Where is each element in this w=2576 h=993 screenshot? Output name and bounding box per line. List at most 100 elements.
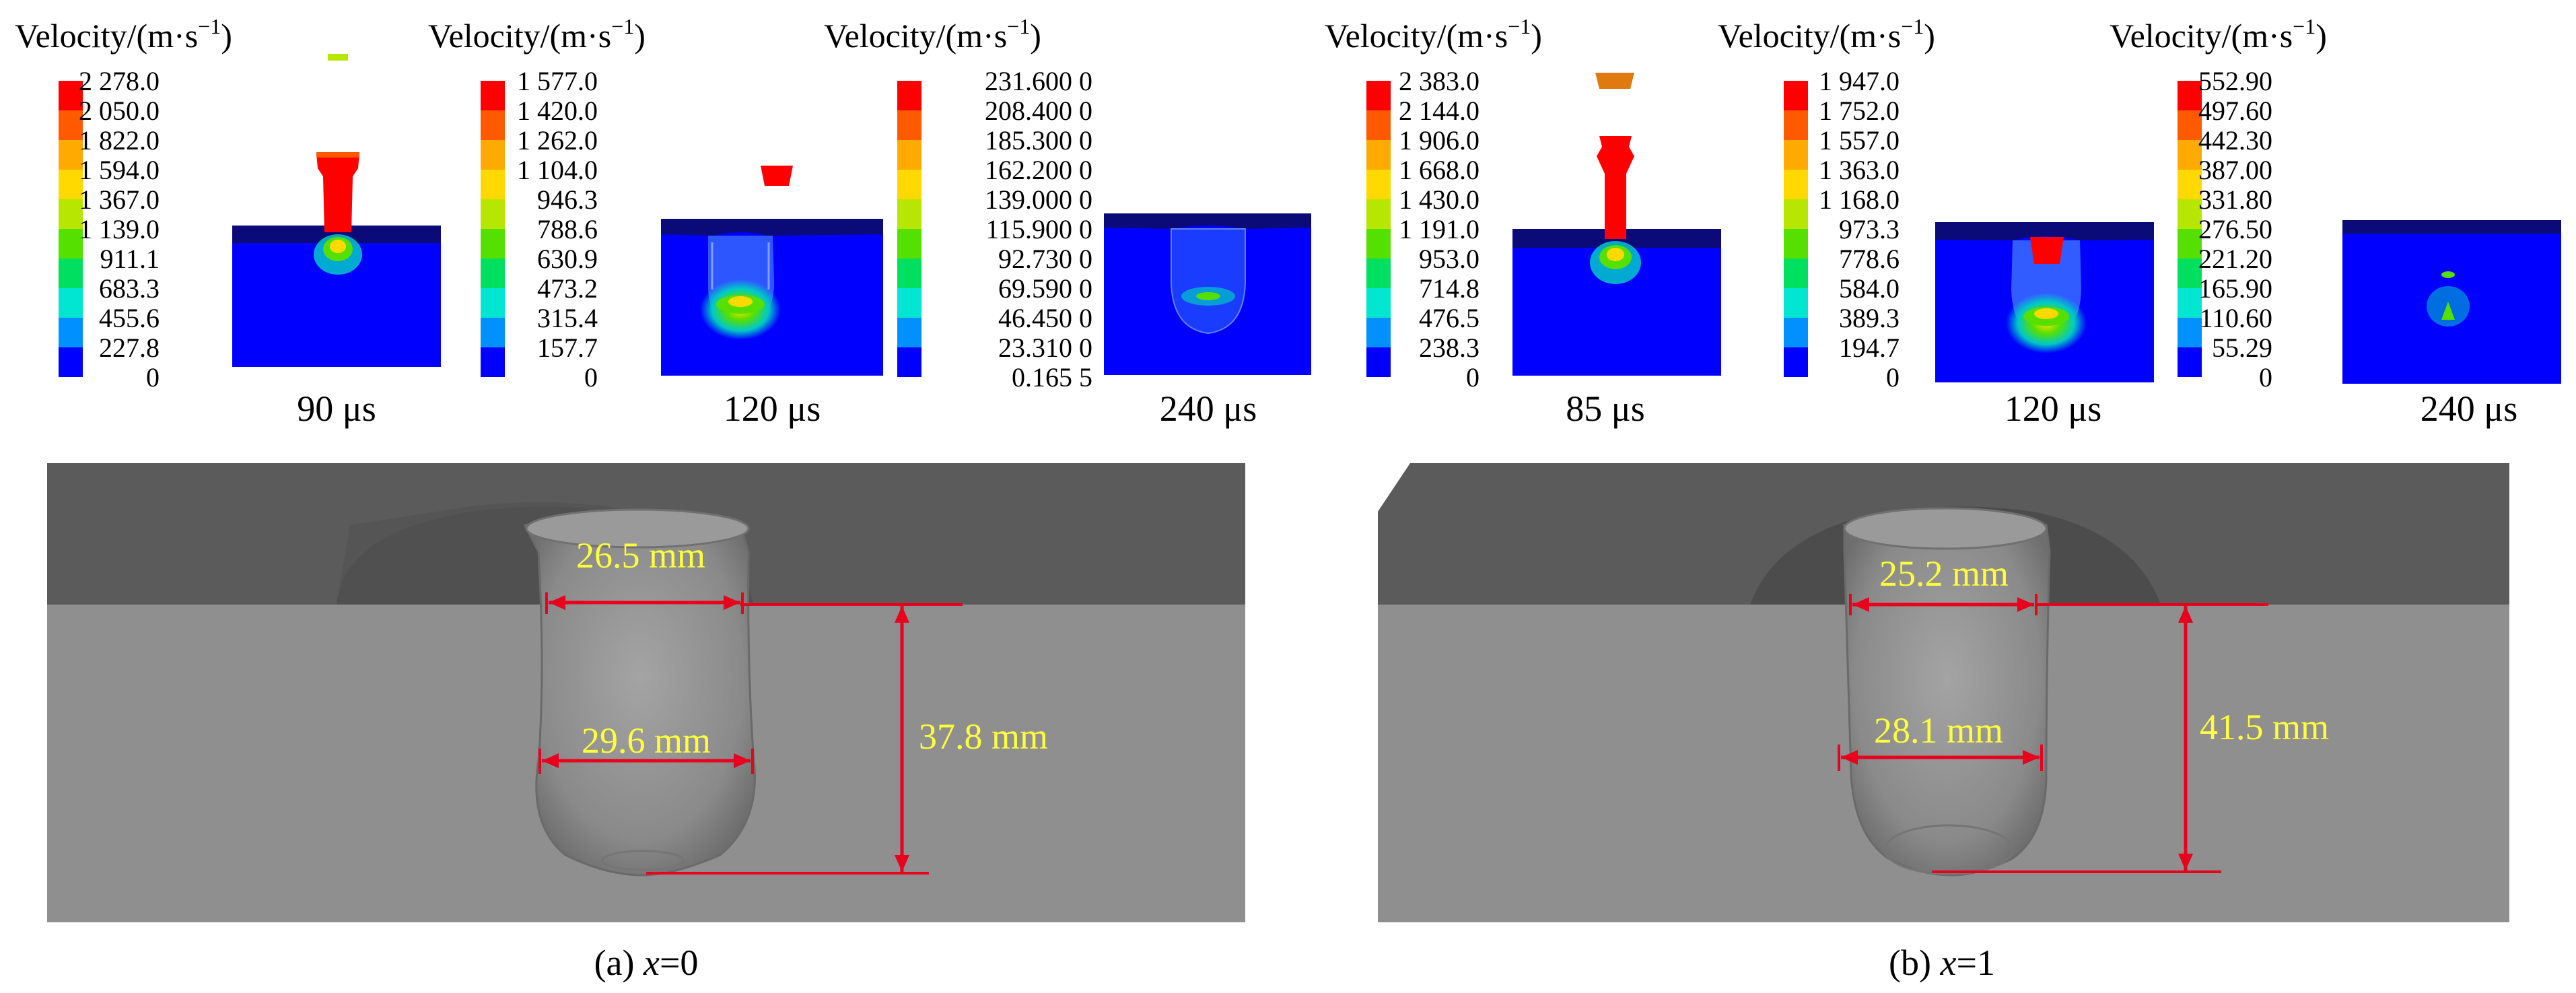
colorbar-band [897, 199, 921, 229]
colorbar [1366, 81, 1391, 377]
colorbar-band [897, 229, 921, 259]
colorbar-tick-label: 2 278.0 [79, 66, 160, 96]
dimension-top-diameter: 25.2 mm [1849, 553, 2038, 615]
colorbar-band [1366, 140, 1391, 170]
colorbar-tick-label: 221.20 [2198, 244, 2272, 274]
colorbar-tick-label: 778.6 [1839, 244, 1900, 274]
colorbar-band [897, 318, 921, 347]
colorbar-tick-label: 0 [146, 362, 160, 392]
colorbar-band [897, 110, 921, 140]
colorbar-tick-label: 46.450 0 [998, 303, 1092, 333]
colorbar-tick-label: 473.2 [537, 273, 598, 304]
colorbar-tick-label: 0 [1886, 362, 1900, 392]
simulation-frame-b-85us: Velocity/(m·s−1) 2 383.02 144.01 906.01 … [1325, 14, 1721, 429]
colorbar-band [2178, 259, 2202, 288]
colorbar-tick-label: 110.60 [2199, 303, 2272, 333]
colorbar-title: Velocity/(m·s−1) [1325, 14, 1542, 55]
colorbar-tick-label: 1 822.0 [79, 125, 160, 156]
top-diameter-label: 25.2 mm [1879, 553, 2009, 594]
colorbar-tick-label: 115.900 0 [985, 214, 1092, 244]
colorbar-tick-label: 2 383.0 [1399, 66, 1480, 96]
colorbar-band [897, 288, 921, 318]
colorbar-tick-label: 584.0 [1839, 273, 1900, 304]
colorbar-band [2178, 199, 2202, 229]
simulation-frame-b-240us: Velocity/(m·s−1) 552.90497.60442.30387.0… [2110, 14, 2561, 429]
colorbar-tick-label: 231.600 0 [985, 66, 1092, 96]
colorbar-band [1784, 170, 1808, 199]
colorbar-band [481, 110, 505, 140]
colorbar-tick-labels: 1 577.01 420.01 262.01 104.0946.3788.663… [517, 66, 598, 392]
colorbar-band [897, 140, 921, 170]
colorbar-tick-label: 1 557.0 [1819, 125, 1900, 156]
colorbar-tick-label: 1 363.0 [1819, 155, 1900, 185]
colorbar [1784, 81, 1808, 377]
colorbar-tick-label: 1 906.0 [1399, 125, 1480, 156]
colorbar-title: Velocity/(m·s−1) [15, 14, 232, 55]
time-label: 90 μs [297, 388, 376, 429]
time-label: 85 μs [1566, 388, 1644, 429]
colorbar-tick-label: 389.3 [1839, 303, 1900, 333]
colorbar-tick-label: 157.7 [537, 333, 598, 363]
colorbar-tick-label: 1 104.0 [517, 155, 598, 185]
colorbar-tick-labels: 1 947.01 752.01 557.01 363.01 168.0973.3… [1819, 66, 1900, 392]
colorbar-tick-label: 1 139.0 [79, 214, 160, 244]
colorbar-tick-label: 476.5 [1419, 303, 1480, 333]
colorbar-band [481, 347, 505, 377]
dimension-max-diameter: 29.6 mm [538, 720, 754, 774]
colorbar-band [59, 288, 83, 318]
colorbar-band [1366, 199, 1391, 229]
colorbar-band [1784, 318, 1808, 347]
colorbar-band [59, 199, 83, 229]
colorbar-band [1784, 81, 1808, 110]
projectile-fragment [2030, 237, 2064, 264]
colorbar-tick-label: 69.590 0 [998, 273, 1092, 304]
simulation-frame-a-90us: Velocity/(m·s−1) 2 278.02 050.01 822.0 1 … [15, 14, 441, 429]
colorbar-tick-label: 0 [584, 362, 598, 392]
projectile [316, 54, 359, 232]
dimension-max-diameter: 28.1 mm [1838, 710, 2043, 771]
colorbar-band [1784, 140, 1808, 170]
colorbar-tick-labels: 552.90497.60442.30387.00331.80276.50221.… [2198, 66, 2272, 392]
colorbar-band [481, 140, 505, 170]
colorbar-band [2178, 110, 2202, 140]
colorbar-tick-label: 1 367.0 [79, 184, 160, 215]
colorbar-band [59, 229, 83, 259]
colorbar-band [1784, 288, 1808, 318]
colorbar-band [2178, 170, 2202, 199]
target-plate [661, 219, 883, 376]
colorbar-title: Velocity/(m·s−1) [428, 14, 646, 55]
colorbar-band [59, 259, 83, 288]
colorbar-band [59, 110, 83, 140]
colorbar-tick-label: 23.310 0 [998, 333, 1092, 363]
colorbar-band [1784, 110, 1808, 140]
colorbar-band [2178, 288, 2202, 318]
crater-panel-a: 26.5 mm 29.6 mm 37.8 mm (a) x=0 [47, 463, 1245, 983]
colorbar-tick-label: 2 050.0 [79, 96, 160, 126]
time-label: 120 μs [2005, 388, 2101, 429]
target-plate [1512, 229, 1721, 376]
colorbar-tick-label: 1 191.0 [1399, 214, 1480, 244]
panel-caption: (b) x=1 [1889, 943, 1995, 983]
colorbar-title: Velocity/(m·s−1) [1718, 14, 1935, 55]
colorbar-tick-label: 552.90 [2198, 66, 2272, 96]
colorbar-title: Velocity/(m·s−1) [2110, 14, 2327, 55]
colorbar-band [897, 347, 921, 377]
dimension-depth: 37.8 mm [646, 603, 1048, 875]
simulation-frame-b-120us: Velocity/(m·s−1) 1 947.01 752.01 557.01 … [1718, 14, 2154, 429]
colorbar-band [481, 288, 505, 318]
colorbar-tick-label: 227.8 [99, 333, 160, 363]
colorbar-tick-label: 683.3 [99, 273, 160, 304]
colorbar-tick-label: 387.00 [2198, 155, 2272, 185]
colorbar-band [481, 259, 505, 288]
colorbar-tick-label: 1 577.0 [517, 66, 598, 96]
colorbar-tick-label: 973.3 [1839, 214, 1900, 244]
time-label: 240 μs [1160, 388, 1257, 429]
panel-caption: (a) x=0 [594, 943, 699, 983]
colorbar-tick-label: 331.80 [2198, 184, 2272, 215]
colorbar-tick-label: 1 420.0 [517, 96, 598, 126]
colorbar-title: Velocity/(m·s−1) [824, 14, 1041, 55]
colorbar-band [897, 259, 921, 288]
colorbar [481, 81, 505, 377]
